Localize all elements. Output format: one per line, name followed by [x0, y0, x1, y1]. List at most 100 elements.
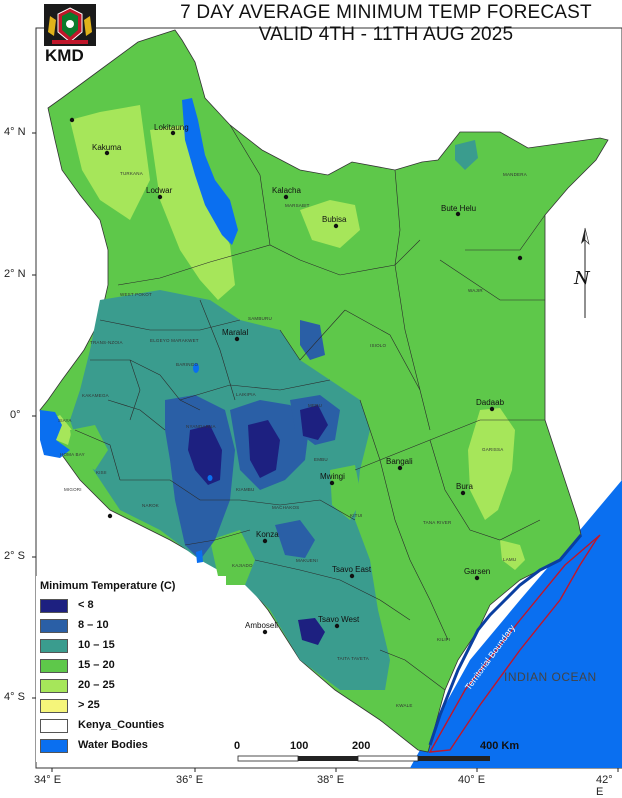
lon-label-36e: 36° E [176, 774, 204, 786]
county-label: NAROK [142, 503, 160, 508]
legend-label: Water Bodies [78, 739, 148, 751]
lake-natron [196, 550, 203, 563]
legend-label: 8 – 10 [78, 619, 109, 631]
lon-label-34e: 34° E [34, 774, 62, 786]
scale-label: 200 [352, 740, 371, 752]
city-markers [69, 117, 523, 635]
kmd-logo [44, 4, 96, 46]
place-label: Bura [456, 482, 473, 491]
place-label: Bubisa [322, 215, 347, 224]
lon-label-40e: 40° E [458, 774, 486, 786]
north-label: N [574, 268, 590, 289]
scale-label: 400 Km [480, 740, 520, 752]
county-label: ELGEYO MARAKWET [150, 338, 199, 343]
county-label: MANDERA [503, 172, 527, 177]
county-label: MACHAKOS [272, 505, 300, 510]
county-label: BARINGO [176, 362, 199, 367]
legend-item: Kenya_Counties [40, 718, 220, 734]
lat-label-4n: 4° N [4, 126, 26, 138]
county-label: KAJIADO [232, 563, 253, 568]
ocean-label: INDIAN OCEAN [504, 670, 597, 684]
county-label: WAJIR [468, 288, 483, 293]
legend-swatch [40, 699, 68, 713]
lake-baringo [193, 363, 199, 373]
lake-victoria [40, 410, 70, 458]
county-label: WEST POKOT [120, 292, 152, 297]
county-label: TURKANA [120, 171, 143, 176]
legend-item: Water Bodies [40, 738, 220, 754]
legend-swatch [40, 659, 68, 673]
legend: Minimum Temperature (C) < 8 8 – 10 10 – … [36, 576, 226, 762]
agency-label: KMD [45, 46, 84, 65]
legend-label: 15 – 20 [78, 659, 115, 671]
legend-item: > 25 [40, 698, 220, 714]
place-label: Tsavo East [332, 565, 372, 574]
place-label: Amboseli [245, 621, 278, 630]
place-label: Lokitaung [154, 123, 189, 132]
territorial-boundary [428, 534, 601, 753]
legend-swatch [40, 719, 68, 733]
lat-label-0: 0° [10, 409, 21, 421]
legend-swatch [40, 639, 68, 653]
county-label: TANA RIVER [423, 520, 452, 525]
legend-swatch [40, 679, 68, 693]
legend-swatch [40, 599, 68, 613]
map-subtitle: VALID 4TH - 11TH AUG 2025 [258, 24, 514, 45]
county-label: MERU [308, 403, 323, 408]
county-label: KISII [96, 470, 107, 475]
lake-turkana [182, 98, 238, 245]
legend-label: 20 – 25 [78, 679, 115, 691]
zone-below-8 [188, 405, 328, 645]
map-title: 7 DAY AVERAGE MINIMUM TEMP FORECAST [180, 2, 592, 23]
place-label: Kakuma [92, 143, 122, 152]
lat-label-4s: 4° S [4, 691, 25, 703]
zone-20-25 [50, 105, 525, 570]
place-label: Lodwar [146, 186, 173, 195]
county-label: SAMBURU [248, 316, 272, 321]
place-label: Konza [256, 530, 279, 539]
legend-swatch [40, 619, 68, 633]
legend-label: Kenya_Counties [78, 719, 165, 731]
legend-label: 10 – 15 [78, 639, 115, 651]
axis-ticks [32, 132, 619, 772]
scale-label: 0 [234, 740, 241, 752]
legend-item: 10 – 15 [40, 638, 220, 654]
scale-bar [237, 755, 490, 762]
lat-label-2s: 2° S [4, 550, 25, 562]
legend-title: Minimum Temperature (C) [40, 580, 176, 592]
county-label: KITUI [350, 513, 363, 518]
legend-item: < 8 [40, 598, 220, 614]
county-label: KWALE [396, 703, 413, 708]
legend-item: 8 – 10 [40, 618, 220, 634]
county-boundaries [74, 124, 546, 691]
place-label: Bute Helu [441, 204, 477, 213]
lon-label-42e: 42° E [596, 774, 613, 798]
zone-15-20-pockets [70, 425, 362, 585]
place-label: Dadaab [476, 398, 505, 407]
legend-swatch [40, 739, 68, 753]
county-label: ISIOLO [370, 343, 387, 348]
county-label: LAMU [503, 557, 517, 562]
county-label: MIGORI [64, 487, 82, 492]
county-label: EMBU [314, 457, 328, 462]
place-label: Kalacha [272, 186, 301, 195]
lon-label-38e: 38° E [317, 774, 345, 786]
place-label: Bangali [386, 457, 413, 466]
county-label: LAIKIPIA [236, 392, 256, 397]
coast [428, 534, 583, 746]
legend-item: 15 – 20 [40, 658, 220, 674]
legend-label: < 8 [78, 599, 94, 611]
lake-naivasha [207, 475, 213, 481]
county-label: NYANDARUA [186, 424, 216, 429]
county-label: KAKAMEGA [82, 393, 109, 398]
county-label: KIAMBU [236, 487, 255, 492]
north-arrow [581, 227, 590, 318]
place-label: Mwingi [320, 472, 345, 481]
county-label: MAKUENI [296, 558, 318, 563]
place-label: Maralal [222, 328, 249, 337]
county-label: MARSABIT [285, 203, 310, 208]
county-label: TRANS-NZOIA [90, 340, 123, 345]
county-label: GARISSA [482, 447, 504, 452]
place-label: Tsavo West [318, 615, 360, 624]
